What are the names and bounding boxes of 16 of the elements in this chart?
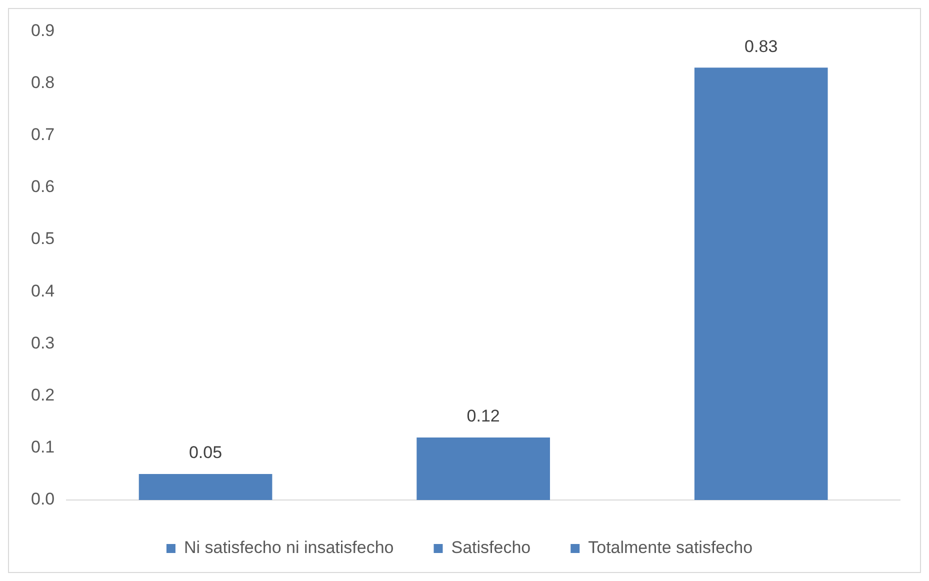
data-label: 0.12 [466, 406, 500, 426]
y-tick-label: 0.6 [30, 177, 55, 196]
y-tick-label: 0.7 [30, 125, 55, 144]
data-label: 0.05 [188, 443, 222, 462]
y-tick-label: 0.2 [30, 386, 55, 405]
y-tick-label: 0.5 [30, 229, 55, 248]
legend-label: Totalmente satisfecho [588, 538, 753, 558]
legend-label: Ni satisfecho ni insatisfecho [184, 538, 394, 558]
y-tick-label: 0.4 [30, 281, 55, 300]
legend-label: Satisfecho [451, 538, 531, 558]
y-tick-label: 0.0 [30, 490, 55, 509]
y-tick-label: 0.3 [30, 333, 55, 352]
y-tick-label: 0.1 [30, 438, 55, 457]
data-label: 0.83 [744, 36, 778, 56]
y-tick-label: 0.9 [30, 20, 55, 40]
y-tick-label: 0.8 [30, 72, 55, 92]
